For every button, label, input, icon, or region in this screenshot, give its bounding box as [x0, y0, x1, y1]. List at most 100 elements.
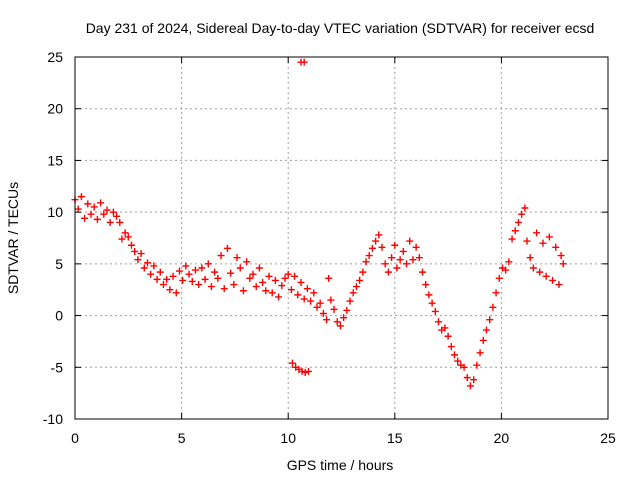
- data-point: [127, 241, 135, 249]
- y-tick-label: 10: [47, 204, 63, 220]
- data-point: [533, 229, 541, 237]
- data-point: [239, 287, 247, 295]
- data-point: [81, 214, 89, 222]
- data-point: [388, 254, 396, 262]
- data-point: [106, 218, 114, 226]
- data-point: [362, 258, 370, 266]
- data-point: [412, 243, 420, 251]
- data-point: [227, 269, 235, 277]
- data-point: [288, 359, 296, 367]
- data-point: [121, 229, 129, 237]
- data-point: [463, 374, 471, 382]
- x-tick-label: 25: [600, 430, 616, 446]
- data-point: [236, 264, 244, 272]
- data-point: [249, 270, 257, 278]
- data-point: [265, 272, 273, 280]
- data-point: [378, 243, 386, 251]
- data-point: [435, 318, 443, 326]
- data-point: [255, 264, 263, 272]
- data-point: [223, 244, 231, 252]
- data-point: [109, 208, 117, 216]
- data-point: [492, 289, 500, 297]
- data-point: [182, 262, 190, 270]
- data-point: [294, 291, 302, 299]
- data-point: [100, 210, 108, 218]
- data-point: [356, 276, 364, 284]
- data-point: [137, 250, 145, 258]
- data-point: [381, 260, 389, 268]
- data-point: [536, 268, 544, 276]
- data-point: [319, 310, 327, 318]
- data-point: [297, 278, 305, 286]
- data-point: [460, 363, 468, 371]
- data-point: [268, 289, 276, 297]
- data-point: [150, 262, 158, 270]
- data-point: [422, 281, 430, 289]
- data-point: [278, 282, 286, 290]
- data-point: [217, 252, 225, 260]
- data-point: [346, 297, 354, 305]
- data-point: [116, 218, 124, 226]
- y-tick-label: 20: [47, 101, 63, 117]
- data-point: [529, 264, 537, 272]
- y-tick-label: 15: [47, 152, 63, 168]
- data-point: [559, 260, 567, 268]
- x-axis-label: GPS time / hours: [287, 457, 394, 473]
- data-point: [134, 256, 142, 264]
- data-point: [291, 272, 299, 280]
- data-point: [118, 235, 126, 243]
- plot-frame: [74, 56, 609, 420]
- data-point: [336, 322, 344, 330]
- data-point: [399, 247, 407, 255]
- data-point: [365, 252, 373, 260]
- data-point: [555, 281, 563, 289]
- data-point: [179, 276, 187, 284]
- y-axis-label: SDTVAR / TECUs: [5, 182, 21, 294]
- data-point: [156, 268, 164, 276]
- data-point: [74, 205, 82, 213]
- data-point: [211, 268, 219, 276]
- x-tick-label: 10: [280, 430, 296, 446]
- data-point: [409, 256, 417, 264]
- data-point: [444, 332, 452, 340]
- data-point: [330, 305, 338, 313]
- grid-lines: [75, 57, 608, 419]
- data-point: [316, 299, 324, 307]
- data-point: [188, 277, 196, 285]
- data-point: [153, 275, 161, 283]
- data-point: [195, 281, 203, 289]
- data-point: [431, 307, 439, 315]
- data-point: [175, 267, 183, 275]
- data-point: [172, 289, 180, 297]
- data-point: [159, 281, 167, 289]
- data-point: [303, 285, 311, 293]
- data-point: [502, 266, 510, 274]
- data-point: [526, 254, 534, 262]
- data-point: [511, 227, 519, 235]
- data-point: [163, 275, 171, 283]
- data-point: [393, 264, 401, 272]
- data-points: [71, 58, 567, 390]
- data-point: [552, 243, 560, 251]
- data-point: [77, 193, 85, 201]
- data-point: [300, 58, 308, 66]
- data-point: [359, 268, 367, 276]
- y-tick-labels: -10 -5 0 5 10 15 20 25: [43, 49, 63, 427]
- data-point: [113, 212, 121, 220]
- data-point: [287, 286, 295, 294]
- data-point: [489, 303, 497, 311]
- data-point: [87, 210, 95, 218]
- data-point: [415, 254, 423, 262]
- data-point: [425, 291, 433, 299]
- data-point: [185, 270, 193, 278]
- data-point: [323, 316, 331, 324]
- data-point: [542, 272, 550, 280]
- data-point: [201, 275, 209, 283]
- data-point: [281, 274, 289, 282]
- data-point: [307, 297, 315, 305]
- data-point: [375, 231, 383, 239]
- x-tick-label: 0: [71, 430, 79, 446]
- x-tick-label: 5: [178, 430, 186, 446]
- data-point: [545, 233, 553, 241]
